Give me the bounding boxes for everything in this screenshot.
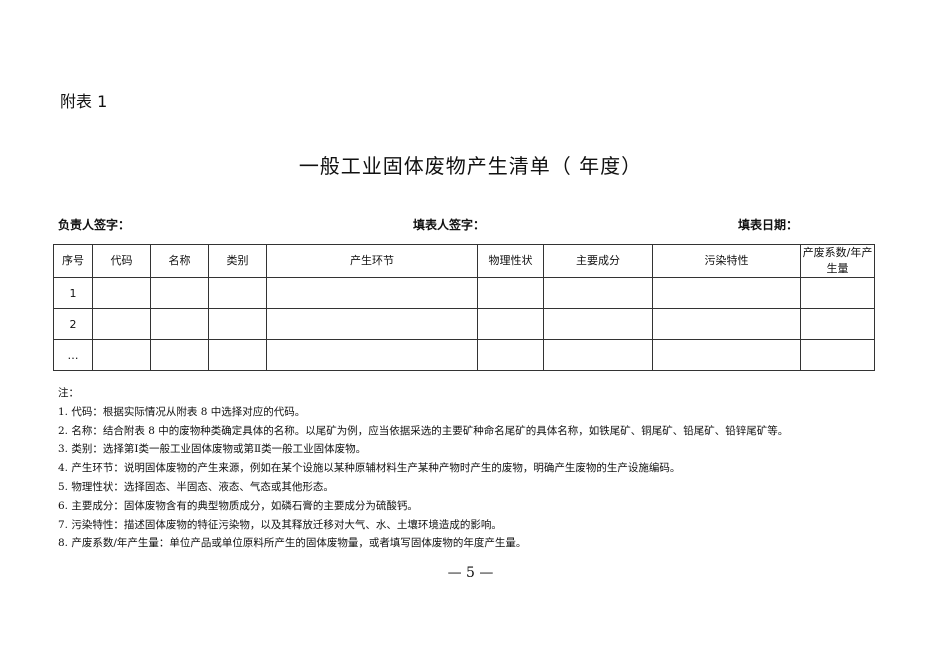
table-cell[interactable] <box>208 308 267 340</box>
fill-date-label: 填表日期： <box>738 218 799 232</box>
table-cell[interactable] <box>92 277 151 309</box>
table-cell[interactable] <box>652 277 801 309</box>
table-cell[interactable] <box>150 339 209 371</box>
filler-signature-label: 填表人签字： <box>413 218 486 232</box>
responsible-signature-label: 负责人签字： <box>58 218 131 232</box>
page-number: — 5 — <box>447 565 494 581</box>
table-cell[interactable] <box>800 339 875 371</box>
column-header: 产生环节 <box>266 244 478 278</box>
table-cell[interactable]: 2 <box>53 308 93 340</box>
table-cell[interactable] <box>150 277 209 309</box>
table-cell[interactable]: … <box>53 339 93 371</box>
table-cell[interactable] <box>477 277 544 309</box>
table-cell[interactable] <box>543 308 653 340</box>
column-header: 类别 <box>208 244 267 278</box>
column-header: 主要成分 <box>543 244 653 278</box>
note-item: 7. 污染特性：描述固体废物的特征污染物，以及其释放迁移对大气、水、土壤环境造成… <box>58 518 502 531</box>
table-cell[interactable] <box>266 339 478 371</box>
column-header: 代码 <box>92 244 151 278</box>
page-title: 一般工业固体废物产生清单（ 年度） <box>298 154 643 178</box>
table-cell[interactable] <box>208 277 267 309</box>
note-item: 5. 物理性状：选择固态、半固态、液态、气态或其他形态。 <box>58 480 334 493</box>
column-header: 产废系数/年产生量 <box>800 244 875 278</box>
table-cell[interactable] <box>800 308 875 340</box>
table-cell[interactable] <box>92 308 151 340</box>
table-cell[interactable] <box>543 339 653 371</box>
table-row: 2 <box>53 308 875 340</box>
waste-inventory-table: 序号 代码 名称 类别 产生环节 物理性状 主要成分 污染特性 产废系数/年产生量 1 2… <box>53 244 875 371</box>
note-item: 2. 名称：结合附表 8 中的废物种类确定具体的名称。以尾矿为例，应当依据采选的… <box>58 424 789 437</box>
column-header: 名称 <box>150 244 209 278</box>
note-item: 8. 产废系数/年产生量：单位产品或单位原料所产生的固体废物量，或者填写固体废物… <box>58 537 527 550</box>
column-header: 物理性状 <box>477 244 544 278</box>
table-cell[interactable] <box>92 339 151 371</box>
column-header: 污染特性 <box>652 244 801 278</box>
table-cell[interactable] <box>800 277 875 309</box>
note-item: 6. 主要成分：固体废物含有的典型物质成分，如磷石膏的主要成分为硫酸钙。 <box>58 499 418 512</box>
notes: 注： 1. 代码：根据实际情况从附表 8 中选择对应的代码。 2. 名称：结合附表… <box>58 384 788 553</box>
table-cell[interactable] <box>150 308 209 340</box>
table-row: 1 <box>53 277 875 309</box>
note-item: 3. 类别：选择第Ⅰ类一般工业固体废物或第Ⅱ类一般工业固体废物。 <box>58 443 367 456</box>
appendix-label: 附表 1 <box>60 92 108 111</box>
note-item: 4. 产生环节：说明固体废物的产生来源，例如在某个设施以某种原辅材料生产某种产物… <box>58 462 681 475</box>
table-cell[interactable] <box>477 308 544 340</box>
table-cell[interactable] <box>477 339 544 371</box>
column-header: 序号 <box>53 244 93 278</box>
notes-heading: 注： <box>58 387 79 399</box>
table-cell[interactable] <box>266 277 478 309</box>
table-cell[interactable] <box>543 277 653 309</box>
table-cell[interactable]: 1 <box>53 277 93 309</box>
table-row: … <box>53 339 875 371</box>
note-item: 1. 代码：根据实际情况从附表 8 中选择对应的代码。 <box>58 405 306 418</box>
table-cell[interactable] <box>266 308 478 340</box>
table-cell[interactable] <box>208 339 267 371</box>
table-cell[interactable] <box>652 339 801 371</box>
table-cell[interactable] <box>652 308 801 340</box>
